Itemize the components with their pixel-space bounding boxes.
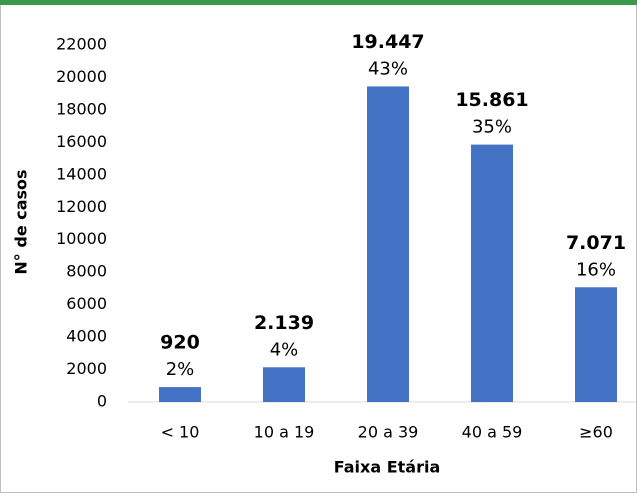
bar (367, 86, 409, 403)
percentage-label: 35% (472, 117, 512, 138)
y-tick-label: 6000 (66, 294, 107, 313)
x-tick-label: ≥60 (579, 423, 613, 442)
value-label: 7.071 (566, 232, 626, 254)
percentage-label: 2% (166, 359, 195, 380)
y-tick-label: 12000 (56, 197, 107, 216)
bar (159, 387, 201, 402)
value-label: 2.139 (254, 312, 314, 334)
y-tick-label: 8000 (66, 262, 107, 281)
x-tick-label: 40 a 59 (462, 423, 523, 442)
y-tick-label: 18000 (56, 99, 107, 118)
x-tick-label: 10 a 19 (254, 423, 315, 442)
x-axis-title: Faixa Etária (334, 458, 441, 477)
y-tick-label: 2000 (66, 359, 107, 378)
top-border (0, 0, 637, 5)
bar (575, 287, 617, 402)
y-tick-label: 10000 (56, 229, 107, 248)
y-axis-title: N° de casos (12, 169, 31, 274)
percentage-label: 4% (270, 339, 299, 360)
x-tick-label: 20 a 39 (358, 423, 419, 442)
value-label: 15.861 (455, 89, 528, 111)
y-tick-label: 14000 (56, 164, 107, 183)
value-label: 19.447 (351, 31, 424, 53)
y-tick-label: 16000 (56, 132, 107, 151)
percentage-label: 16% (576, 259, 616, 280)
y-tick-label: 20000 (56, 67, 107, 86)
value-label: 920 (160, 332, 200, 354)
y-tick-label: 0 (97, 392, 107, 411)
y-tick-label: 22000 (56, 35, 107, 54)
bar (263, 367, 305, 402)
x-tick-label: < 10 (161, 423, 200, 442)
y-tick-label: 4000 (66, 327, 107, 346)
percentage-label: 43% (368, 58, 408, 79)
bar (471, 144, 513, 402)
